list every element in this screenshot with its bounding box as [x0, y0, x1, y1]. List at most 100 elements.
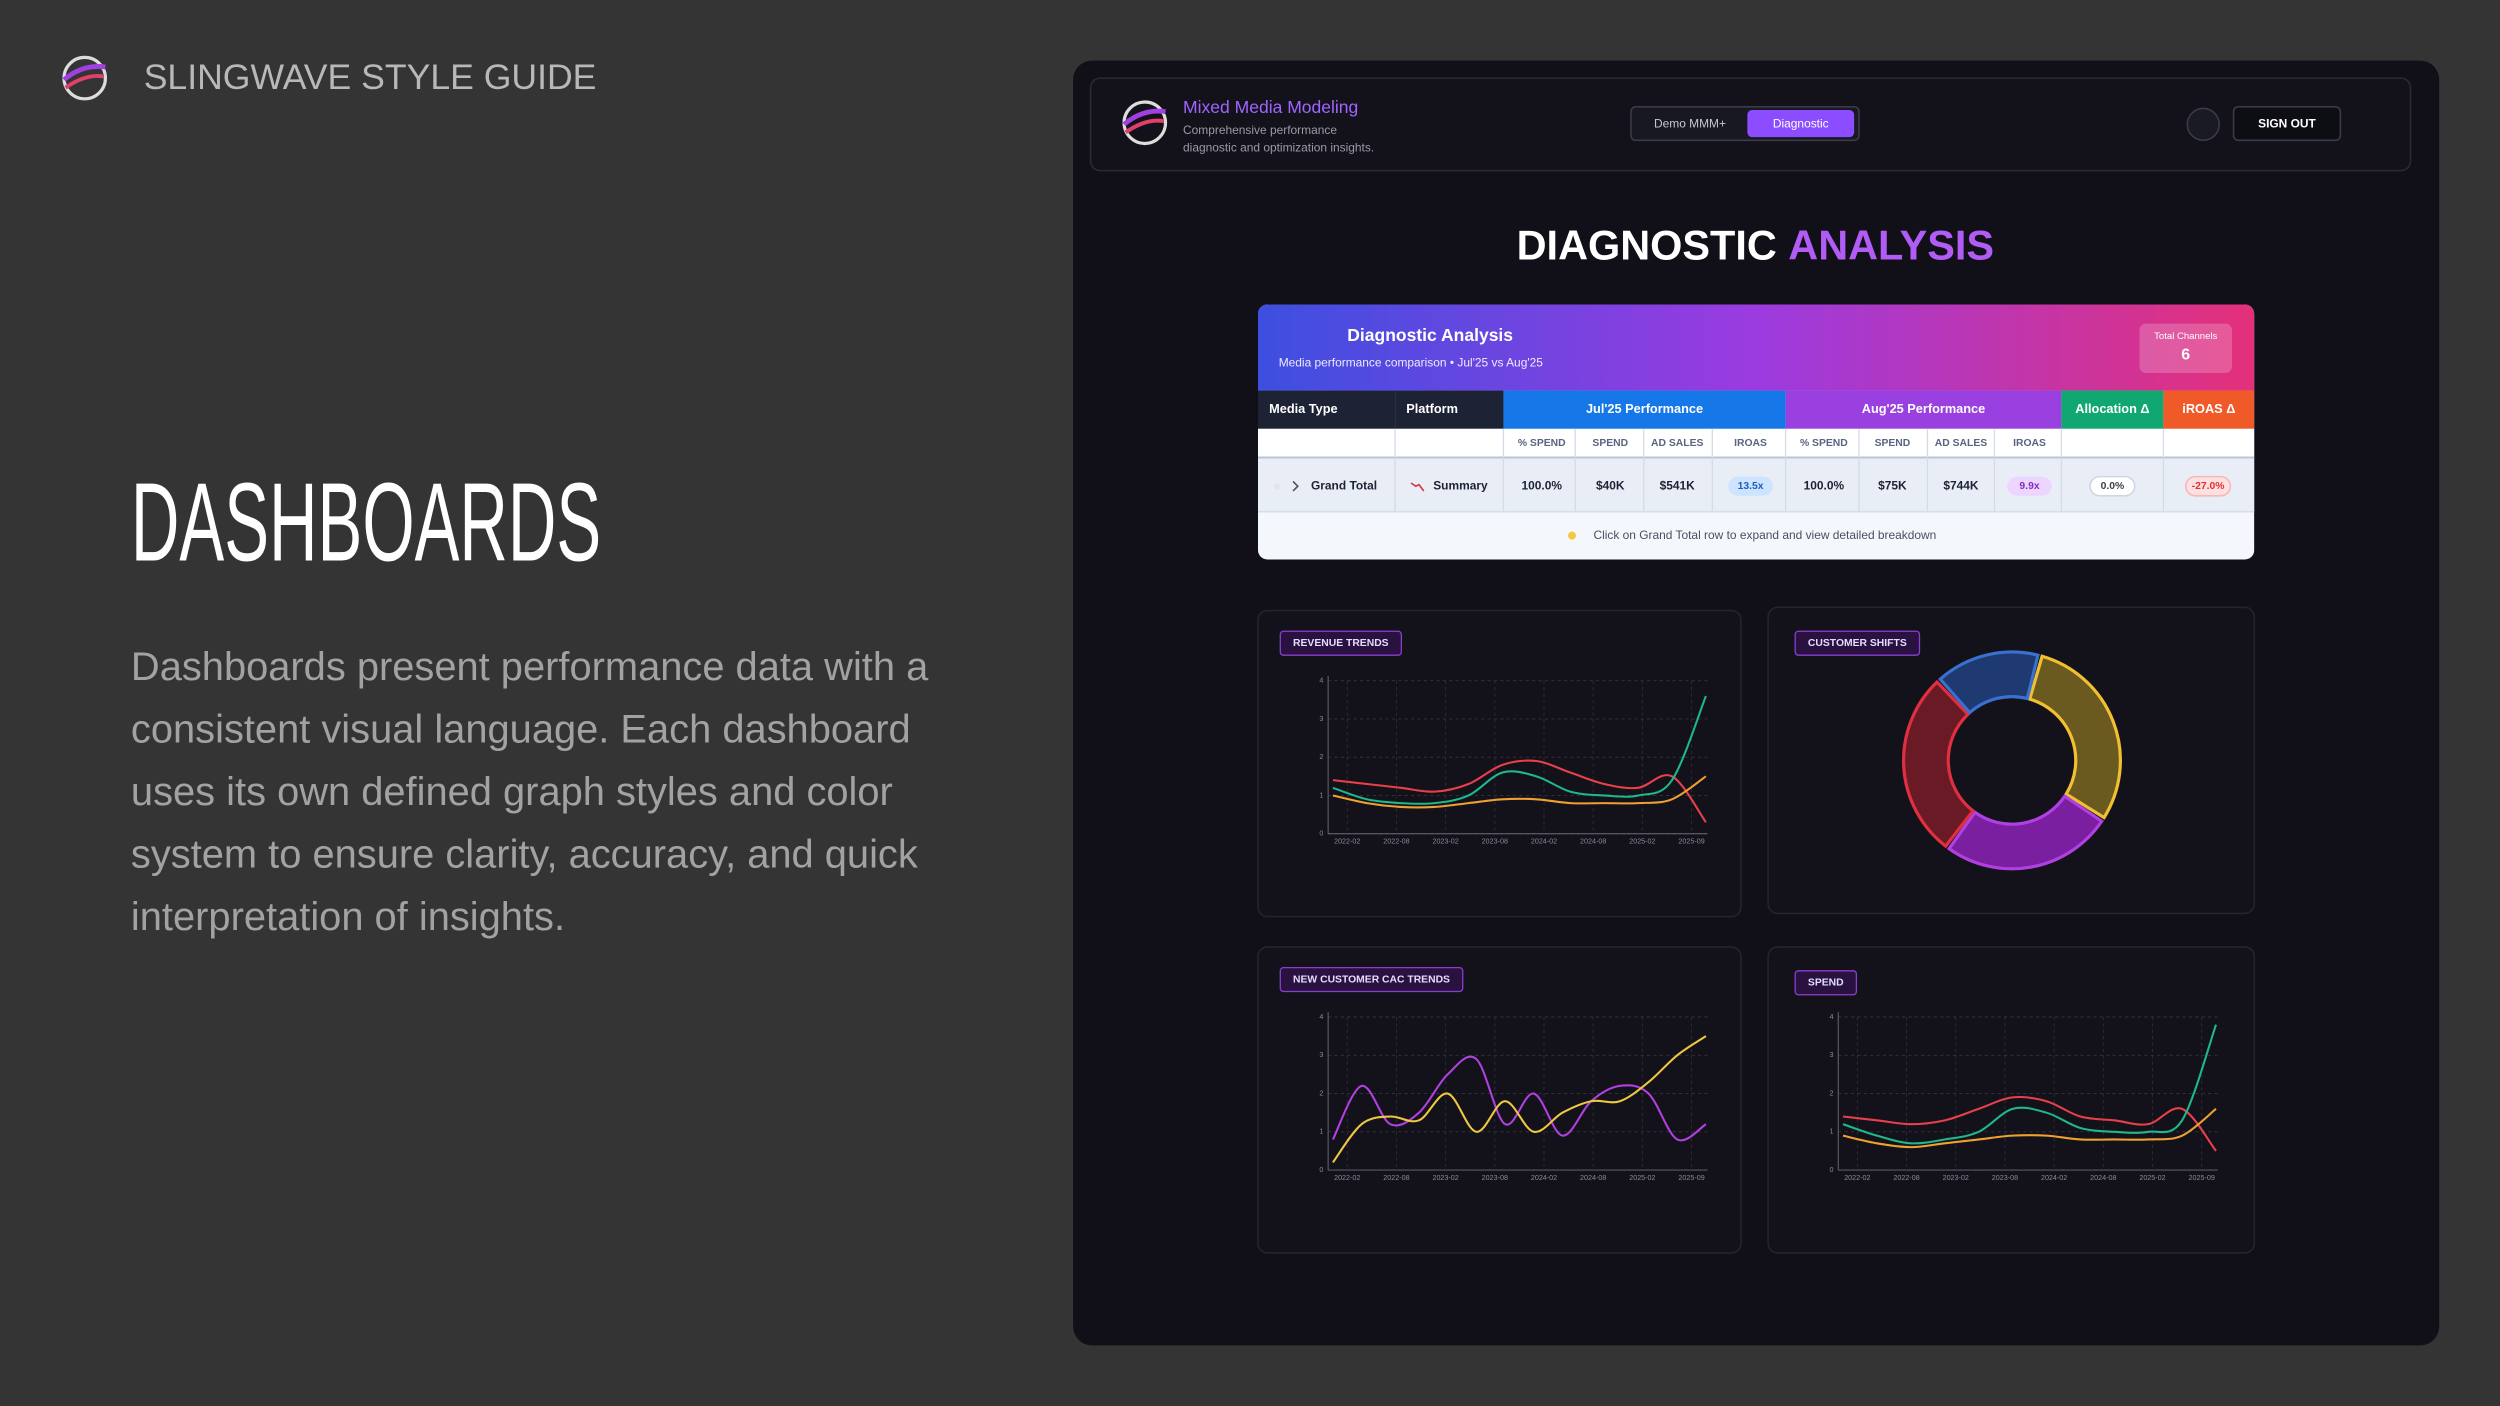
chart-card — [1767, 606, 2256, 915]
tab-active-bg — [1747, 109, 1855, 138]
cell[interactable]: Grand Total — [1311, 478, 1377, 492]
avatar[interactable] — [2186, 107, 2221, 142]
series-line — [1332, 1035, 1707, 1164]
y-tick-label: 4 — [1829, 1013, 1833, 1021]
page-title: DIAGNOSTIC ANALYSIS — [1517, 222, 1994, 269]
table-hint: Click on Grand Total row to expand and v… — [1593, 528, 1936, 542]
y-tick-label: 3 — [1829, 1051, 1833, 1059]
chart-title: SPEND — [1808, 977, 1844, 988]
series-line — [1842, 1024, 2218, 1145]
cell: -27.0% — [2192, 481, 2225, 492]
cell: 100.0% — [1521, 478, 1562, 492]
y-tick-label: 2 — [1829, 1089, 1833, 1097]
x-tick-label: 2023-02 — [1432, 838, 1458, 846]
cell: Summary — [1433, 478, 1488, 492]
x-tick-label: 2025-09 — [1678, 838, 1704, 846]
y-tick-label: 3 — [1319, 715, 1323, 723]
chart-title-badge — [1794, 970, 1858, 996]
x-tick-label: 2022-08 — [1383, 838, 1409, 846]
page-title-main: DIAGNOSTIC — [1517, 222, 1777, 269]
series-line — [1332, 695, 1707, 805]
app-tagline: diagnostic and optimization insights. — [1183, 140, 1374, 154]
column-group: Aug'25 Performance — [1862, 401, 1986, 416]
x-tick-label: 2022-08 — [1893, 1174, 1919, 1182]
x-tick-label: 2025-09 — [1678, 1174, 1704, 1182]
hint-icon — [1568, 531, 1576, 540]
y-tick-label: 0 — [1319, 1166, 1323, 1174]
y-tick-label: 2 — [1319, 1089, 1323, 1097]
tab[interactable]: Diagnostic — [1773, 116, 1829, 130]
x-tick-label: 2023-08 — [1482, 1174, 1508, 1182]
cell: $75K — [1878, 478, 1907, 492]
x-tick-label: 2025-02 — [2139, 1174, 2165, 1182]
column-header: % SPEND — [1518, 438, 1566, 449]
body-line: consistent visual language. Each dashboa… — [131, 708, 911, 752]
chart-title-badge — [1794, 630, 1921, 656]
sign-out-label[interactable]: SIGN OUT — [2258, 116, 2316, 130]
x-tick-label: 2023-02 — [1943, 1174, 1969, 1182]
x-tick-label: 2024-08 — [1580, 838, 1606, 846]
series-line — [1331, 1055, 1707, 1142]
app-logo — [1122, 100, 1168, 146]
total-value: 6 — [2181, 347, 2190, 364]
cell: $40K — [1596, 478, 1625, 492]
total-box — [2139, 323, 2232, 374]
column-header: IROAS — [1734, 438, 1767, 449]
table-subtitle: Media performance comparison • Jul'25 vs… — [1279, 356, 1544, 370]
x-tick-label: 2024-02 — [1531, 838, 1557, 846]
column-group: iROAS Δ — [2182, 401, 2235, 416]
column-group: Platform — [1406, 401, 1458, 416]
column-group: Media Type — [1269, 401, 1338, 416]
x-tick-label: 2025-02 — [1629, 838, 1655, 846]
chart-title-badge — [1279, 966, 1464, 993]
value-pill — [2184, 475, 2232, 497]
value-pill — [2007, 476, 2052, 496]
tab[interactable]: Demo MMM+ — [1654, 116, 1726, 130]
body-line: interpretation of insights. — [131, 895, 565, 939]
column-header: AD SALES — [1651, 438, 1703, 449]
series-line — [1332, 775, 1707, 809]
y-tick-label: 1 — [1319, 791, 1323, 799]
page-title-accent: ANALYSIS — [1788, 222, 1994, 269]
cell: 100.0% — [1804, 478, 1845, 492]
x-tick-label: 2022-02 — [1334, 1174, 1360, 1182]
body-line: system to ensure clarity, accuracy, and … — [131, 833, 918, 877]
column-header: SPEND — [1875, 438, 1911, 449]
chart-title: NEW CUSTOMER CAC TRENDS — [1293, 974, 1450, 985]
donut-segment — [1937, 650, 2040, 715]
column-group: Jul'25 Performance — [1586, 401, 1703, 416]
y-tick-label: 0 — [1319, 830, 1323, 838]
body-line: uses its own defined graph styles and co… — [131, 770, 893, 814]
x-tick-label: 2024-02 — [2041, 1174, 2067, 1182]
x-tick-label: 2023-08 — [1992, 1174, 2018, 1182]
value-pill — [2089, 475, 2136, 497]
sign-out-button[interactable] — [2232, 106, 2342, 142]
x-tick-label: 2022-08 — [1383, 1174, 1409, 1182]
x-tick-label: 2022-02 — [1334, 838, 1360, 846]
donut-segment — [2027, 654, 2122, 820]
column-header: % SPEND — [1800, 438, 1848, 449]
chart-card — [1257, 946, 1742, 1254]
x-tick-label: 2023-02 — [1432, 1174, 1458, 1182]
cell: 0.0% — [2101, 481, 2125, 492]
y-tick-label: 1 — [1829, 1128, 1833, 1136]
brand-logo — [62, 55, 108, 101]
x-tick-label: 2025-02 — [1629, 1174, 1655, 1182]
donut-segment — [1902, 679, 1976, 849]
chart-title: REVENUE TRENDS — [1293, 638, 1389, 649]
x-tick-label: 2024-08 — [1580, 1174, 1606, 1182]
series-line — [1842, 1095, 2217, 1152]
y-tick-label: 4 — [1319, 1013, 1323, 1021]
x-tick-label: 2023-08 — [1482, 838, 1508, 846]
section-title: DASHBOARDS — [131, 459, 601, 584]
table-title: Diagnostic Analysis — [1347, 325, 1513, 345]
cell: 13.5x — [1738, 481, 1764, 492]
expand-chevron[interactable] — [1292, 480, 1299, 492]
series-line — [1842, 1108, 2217, 1149]
column-header: IROAS — [2013, 438, 2046, 449]
y-tick-label: 4 — [1319, 677, 1323, 685]
column-header: SPEND — [1592, 438, 1628, 449]
y-tick-label: 2 — [1319, 753, 1323, 761]
